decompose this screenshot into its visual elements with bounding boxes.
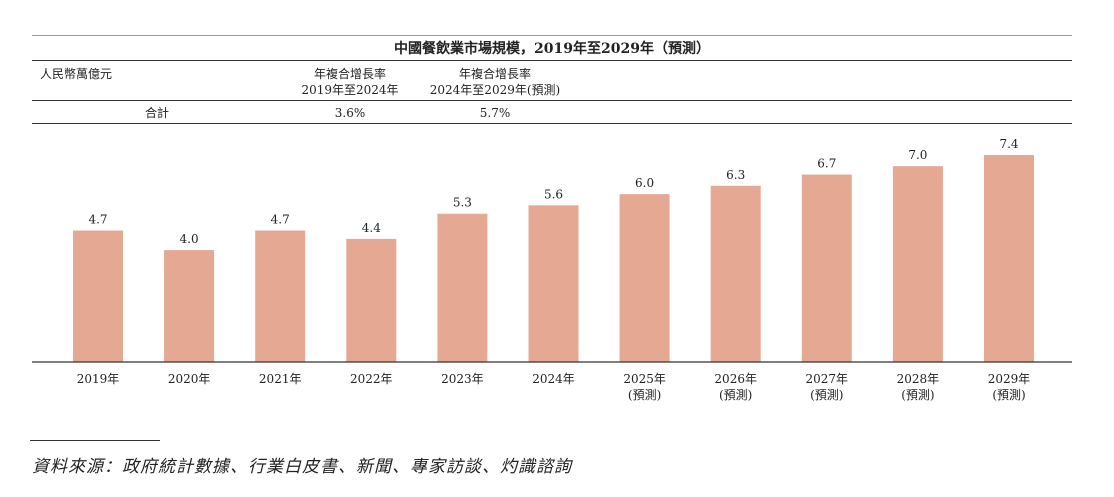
cagr2-header-line2: 2024年至2029年(預測)	[429, 83, 561, 97]
x-tick-label: 2022年	[350, 372, 393, 386]
x-tick-label: 2029年	[988, 372, 1031, 386]
x-tick-note: (預測)	[628, 388, 661, 402]
bar-2025年	[619, 194, 670, 362]
value-label: 5.6	[544, 187, 563, 201]
x-tick-note: (預測)	[992, 388, 1025, 402]
bar-2019年	[73, 230, 123, 362]
x-tick-label: 2020年	[168, 372, 211, 386]
value-label: 7.0	[908, 148, 927, 162]
bar-2024年	[528, 205, 579, 362]
x-tick-note: (預測)	[810, 388, 843, 402]
bar-2029年	[984, 155, 1034, 362]
value-label: 4.7	[271, 213, 290, 227]
value-label: 4.4	[362, 221, 381, 235]
header-rule	[32, 100, 1072, 101]
source-note: 資料來源：政府統計數據、行業白皮書、新聞、專家訪談、灼識諮詢	[32, 457, 572, 477]
x-tick-label: 2027年	[806, 372, 849, 386]
bar-2027年	[801, 174, 852, 362]
cagr2-header-line1: 年複合增長率	[458, 67, 531, 81]
x-tick-label: 2024年	[532, 372, 575, 386]
x-tick-label: 2026年	[714, 372, 757, 386]
value-label: 7.4	[999, 137, 1018, 151]
value-label: 4.7	[88, 213, 107, 227]
x-tick-note: (預測)	[719, 388, 752, 402]
value-label: 6.3	[726, 168, 745, 182]
bar-2028年	[892, 166, 943, 362]
title-rule	[32, 60, 1072, 61]
bar-2026年	[710, 185, 761, 362]
x-tick-label: 2019年	[77, 372, 120, 386]
value-label: 4.0	[180, 232, 199, 246]
source-rule	[30, 440, 160, 441]
value-label: 6.7	[817, 157, 836, 171]
x-tick-label: 2023年	[441, 372, 484, 386]
bar-2021年	[255, 230, 306, 362]
chart-title: 中國餐飲業市場規模，2019年至2029年（預測）	[394, 41, 710, 57]
cagr1-header-line2: 2019年至2024年	[301, 83, 399, 97]
bar-2020年	[164, 250, 215, 362]
top-rule	[32, 35, 1072, 36]
x-tick-label: 2025年	[623, 372, 666, 386]
cagr1-header-line1: 年複合增長率	[313, 67, 386, 81]
value-label: 5.3	[453, 196, 472, 210]
bar-2022年	[346, 238, 397, 362]
x-tick-label: 2028年	[897, 372, 940, 386]
bar-2023年	[437, 213, 488, 362]
row-label-total: 合計	[145, 106, 170, 120]
value-label: 6.0	[635, 176, 654, 190]
cagr1-value: 3.6%	[334, 106, 366, 120]
unit-label: 人民幣萬億元	[40, 67, 113, 81]
x-tick-label: 2021年	[259, 372, 302, 386]
x-tick-note: (預測)	[901, 388, 934, 402]
table-bottom-rule	[32, 123, 1072, 124]
cagr2-value: 5.7%	[479, 106, 511, 120]
